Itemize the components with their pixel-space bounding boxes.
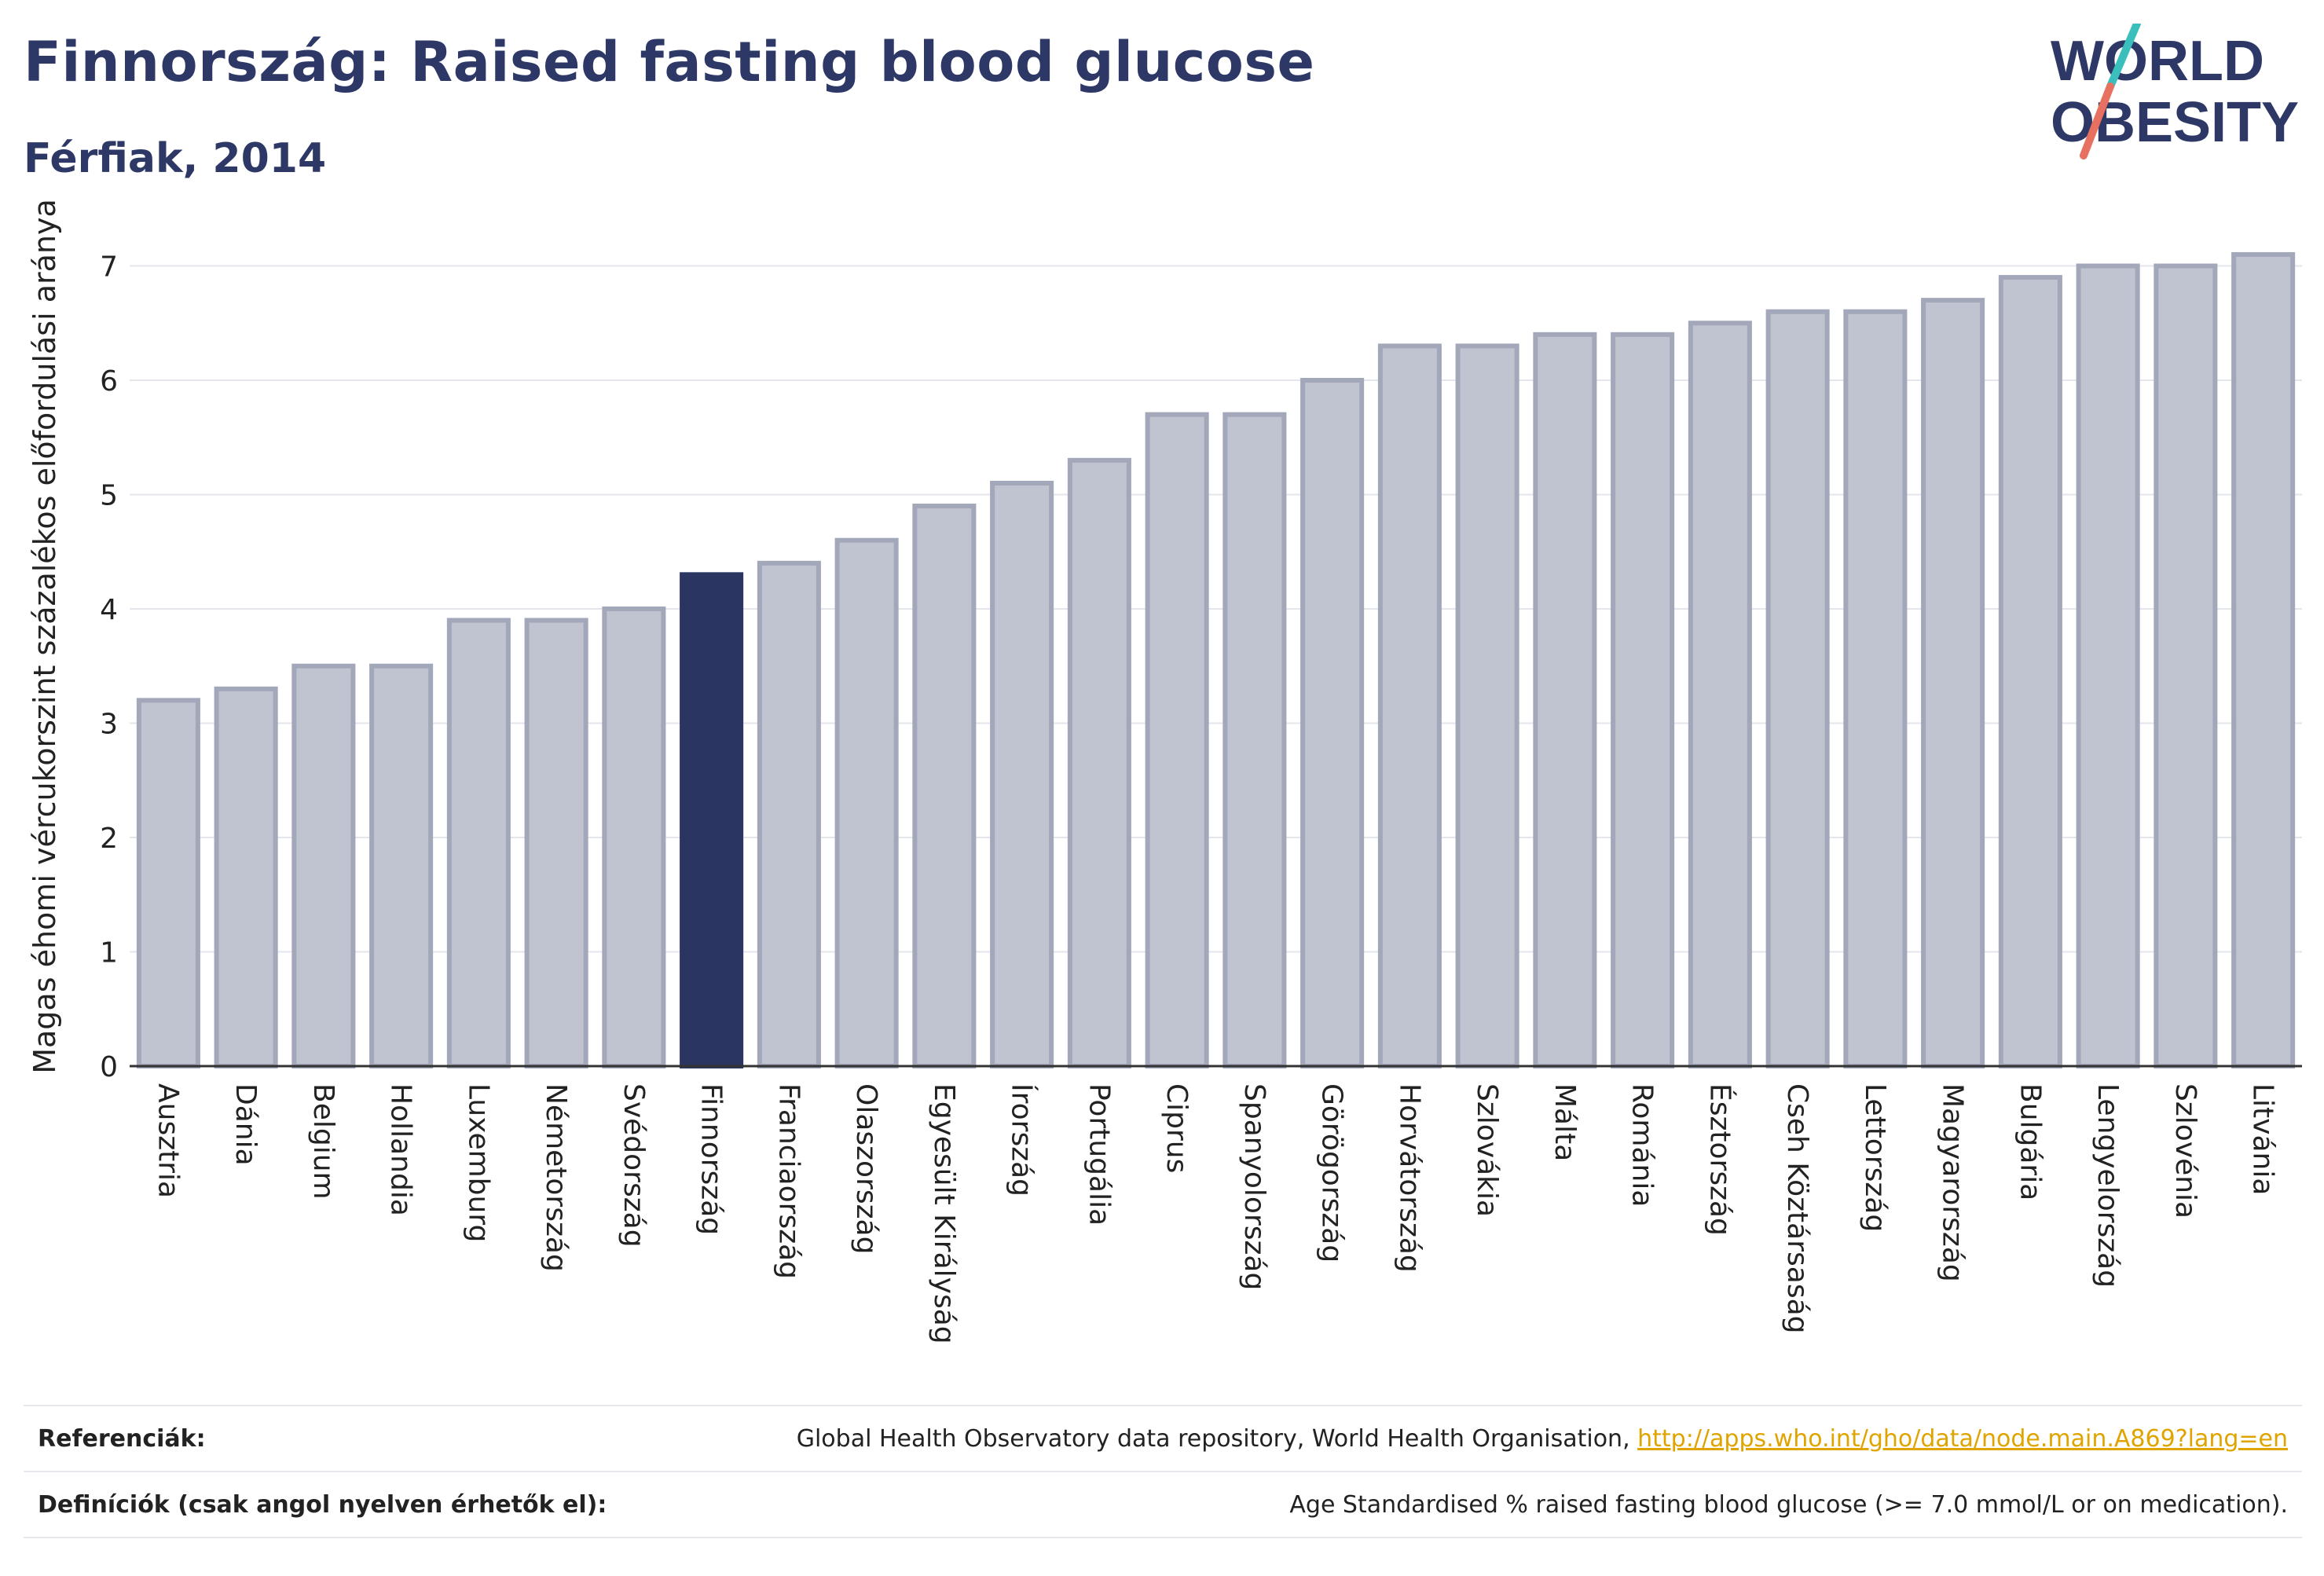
x-tick-label: Spanyolország [1238,1083,1270,1290]
y-tick-label: 7 [100,251,118,284]
x-tick-label: Hollandia [385,1083,417,1216]
logo-line-1: WORLD [2051,30,2264,93]
logo-slash-coral [2080,82,2114,159]
x-tick-label: Málta [1549,1083,1581,1161]
definitions-value: Age Standardised % raised fasting blood … [1289,1491,2288,1519]
bar [602,607,666,1068]
x-tick-label: Cseh Köztársaság [1781,1083,1813,1334]
reference-table: Referenciák: Global Health Observatory d… [24,1405,2302,1538]
y-tick-label: 3 [100,709,118,741]
bar [1300,378,1365,1068]
bar [2154,263,2218,1068]
bar [912,504,977,1068]
references-value: Global Health Observatory data repositor… [797,1425,2288,1453]
x-tick-label: Észtország [1703,1083,1736,1236]
x-tick-label: Szlovénia [2169,1083,2201,1219]
definitions-label: Definíciók (csak angol nyelven érhetők e… [38,1491,607,1519]
y-tick-label: 6 [100,365,118,398]
y-axis-title: Magas éhomi vércukorszint százalékos elő… [27,199,62,1074]
bar [1843,309,1908,1068]
x-tick-label: Litvánia [2247,1083,2279,1195]
bar [1611,332,1675,1068]
y-tick-label: 1 [100,937,118,969]
world-obesity-logo: WORLD OBESITY [2051,24,2299,159]
x-tick-label: Magyarország [1937,1083,1969,1282]
bar [1998,275,2062,1068]
x-tick-label: Finnország [695,1083,728,1235]
bar [1377,343,1442,1069]
definitions-row: Definíciók (csak angol nyelven érhetők e… [24,1471,2302,1538]
bar [757,560,821,1068]
x-tick-label: Svédország [618,1083,650,1248]
bar-chart: 0 1 2 3 4 5 6 7 Ausztria Dánia Belgium Hollandia Lux… [27,199,2302,1344]
references-text: Global Health Observatory data repositor… [796,1425,1638,1453]
x-tick-label: Lettország [1859,1083,1891,1232]
x-tick-label: Egyesült Királyság [928,1083,960,1344]
x-tick-label: Írország [1006,1083,1039,1197]
bar [1222,412,1287,1068]
x-tick-label: Ausztria [152,1083,184,1198]
chart-title: Finnország: Raised fasting blood glucose [24,30,1315,94]
x-tick-label: Lengyelország [2091,1083,2124,1288]
x-tick-label: Németország [540,1083,572,1272]
x-tick-label: Franciaország [772,1083,805,1279]
bar [214,686,278,1068]
x-tick-label: Bulgária [2014,1083,2046,1200]
x-tick-label: Dánia [229,1083,262,1166]
references-row: Referenciák: Global Health Observatory d… [24,1405,2302,1471]
x-tick-label: Románia [1626,1083,1659,1207]
x-tick-label: Ciprus [1160,1083,1193,1173]
bar [1145,412,1209,1068]
bar [1921,298,1985,1068]
x-tick-label: Olaszország [850,1083,882,1254]
x-tick-label: Szlovákia [1471,1083,1503,1217]
x-tick-label: Luxemburg [462,1083,494,1242]
y-tick-label: 0 [100,1051,118,1083]
y-tick-label: 5 [100,480,118,512]
x-tick-label: Horvátország [1393,1083,1425,1273]
references-label: Referenciák: [38,1425,206,1453]
bar [990,480,1054,1068]
bar [1067,457,1131,1068]
bar [1765,309,1830,1068]
x-tick-label: Portugália [1083,1083,1115,1226]
logo-slash-teal [2106,24,2141,90]
bar [2076,263,2140,1068]
bar [834,537,899,1068]
chart-subtitle: Férfiak, 2014 [24,135,327,182]
bar [136,698,200,1069]
bar [369,663,434,1068]
bar [524,618,588,1068]
y-tick-label: 4 [100,594,118,626]
bar-highlighted [680,572,744,1068]
x-tick-label: Görögország [1316,1083,1348,1263]
bar [1455,343,1519,1069]
bar [446,618,511,1068]
bar [291,663,356,1068]
references-link[interactable]: http://apps.who.int/gho/data/node.main.A… [1637,1425,2288,1453]
bar [2231,251,2296,1069]
bar [1533,332,1597,1068]
x-tick-label: Belgium [307,1083,339,1200]
y-tick-label: 2 [100,823,118,855]
bar [1688,321,1752,1068]
